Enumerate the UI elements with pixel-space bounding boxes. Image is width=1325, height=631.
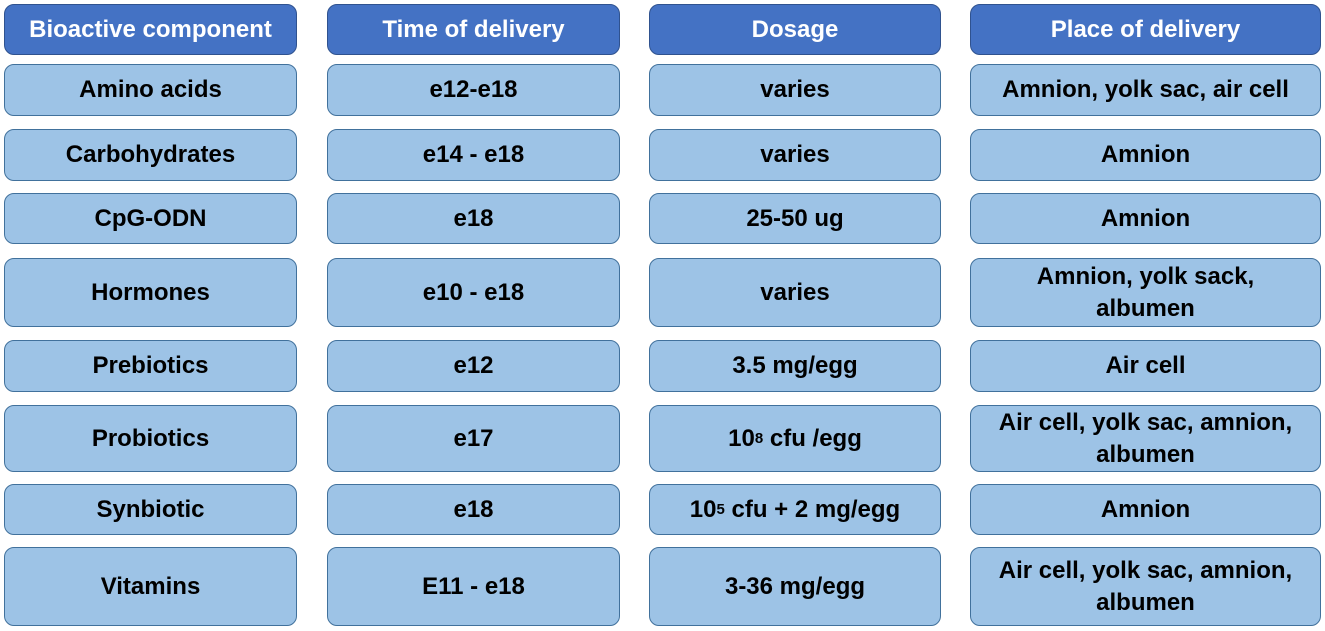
place-cell: Amnion, yolk sac, air cell xyxy=(970,64,1321,116)
place-cell: Amnion, yolk sack, albumen xyxy=(970,258,1321,327)
component-cell: Amino acids xyxy=(4,64,297,116)
component-cell: Hormones xyxy=(4,258,297,327)
component-cell: Carbohydrates xyxy=(4,129,297,181)
header-dosage: Dosage xyxy=(649,4,941,55)
time-cell: E11 - e18 xyxy=(327,547,620,626)
time-cell: e18 xyxy=(327,193,620,244)
component-cell: Probiotics xyxy=(4,405,297,472)
place-cell: Amnion xyxy=(970,129,1321,181)
time-cell: e14 - e18 xyxy=(327,129,620,181)
time-cell: e18 xyxy=(327,484,620,535)
time-cell: e12-e18 xyxy=(327,64,620,116)
component-cell: Prebiotics xyxy=(4,340,297,392)
dosage-cell: 10 5 cfu + 2 mg/egg xyxy=(649,484,941,535)
dosage-unit: cfu /egg xyxy=(763,424,862,452)
header-bioactive-component: Bioactive component xyxy=(4,4,297,55)
dosage-cell: 3.5 mg/egg xyxy=(649,340,941,392)
dosage-cell: varies xyxy=(649,258,941,327)
dosage-cell: varies xyxy=(649,64,941,116)
dosage-unit: cfu + 2 mg/egg xyxy=(724,495,901,523)
place-cell: Amnion xyxy=(970,484,1321,535)
dosage-cell: 3-36 mg/egg xyxy=(649,547,941,626)
place-cell: Air cell, yolk sac, amnion, albumen xyxy=(970,405,1321,472)
header-place-of-delivery: Place of delivery xyxy=(970,4,1321,55)
header-time-of-delivery: Time of delivery xyxy=(327,4,620,55)
dosage-cell: 10 8 cfu /egg xyxy=(649,405,941,472)
component-cell: Synbiotic xyxy=(4,484,297,535)
component-cell: CpG-ODN xyxy=(4,193,297,244)
time-cell: e17 xyxy=(327,405,620,472)
dosage-base: 10 xyxy=(728,424,755,452)
time-cell: e10 - e18 xyxy=(327,258,620,327)
dosage-base: 10 xyxy=(689,495,717,523)
dosage-cell: 25-50 ug xyxy=(649,193,941,244)
time-cell: e12 xyxy=(327,340,620,392)
component-cell: Vitamins xyxy=(4,547,297,626)
place-cell: Amnion xyxy=(970,193,1321,244)
dosage-cell: varies xyxy=(649,129,941,181)
place-cell: Air cell xyxy=(970,340,1321,392)
place-cell: Air cell, yolk sac, amnion, albumen xyxy=(970,547,1321,626)
